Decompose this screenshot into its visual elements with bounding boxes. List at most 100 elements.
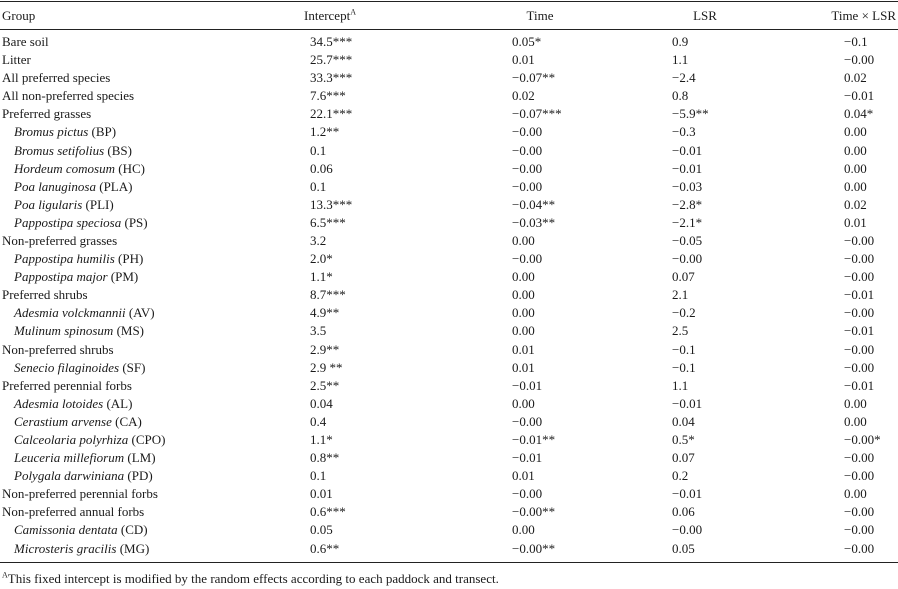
species-code: (HC)	[114, 160, 145, 176]
species-name-cell: Poa ligularis (PLI)	[0, 196, 300, 214]
time-x-lsr-cell: 0.00	[844, 124, 867, 140]
group-name-cell: Litter	[0, 51, 300, 69]
intercept-cell: 0.6***	[310, 504, 346, 520]
lsr-cell: 0.06	[672, 504, 695, 520]
intercept-cell: 3.2	[310, 232, 327, 248]
lsr-cell: 0.07	[672, 269, 695, 285]
intercept-cell: 3.5	[310, 323, 327, 339]
header-time: Time	[450, 1, 630, 30]
intercept-cell: 25.7***	[310, 52, 353, 68]
time-cell: −0.00**	[512, 540, 556, 556]
time-cell: −0.00	[512, 486, 543, 502]
intercept-cell: 13.3***	[310, 196, 353, 212]
species-name-cell: Pappostipa speciosa (PS)	[0, 214, 300, 232]
group-name-cell: Preferred grasses	[0, 105, 300, 123]
time-x-lsr-cell: 0.01	[844, 214, 867, 230]
footnote-marker-sup: A	[350, 7, 356, 17]
table-row: Litter 25.7*** 0.01 1.1 −0.00	[0, 51, 898, 69]
group-name: Non-preferred grasses	[2, 232, 118, 248]
species-code: (BS)	[104, 142, 132, 158]
species-code: (PLI)	[82, 196, 114, 212]
time-x-lsr-cell: 0.02	[844, 196, 867, 212]
species-name: Senecio filaginoides	[14, 359, 120, 375]
time-x-lsr-cell: −0.00	[844, 359, 875, 375]
table-row: Leuceria millefiorum (LM) 0.8** −0.01 0.07 −…	[0, 449, 898, 467]
intercept-cell: 33.3***	[310, 70, 353, 86]
table-row: Polygala darwiniana (PD) 0.1 0.01 0.2 −0.00	[0, 467, 898, 485]
time-x-lsr-cell: 0.04*	[844, 106, 874, 122]
group-name: Preferred grasses	[2, 106, 92, 122]
species-code: (PH)	[114, 251, 144, 267]
species-name-cell: Adesmia volckmannii (AV)	[0, 304, 300, 322]
time-x-lsr-cell: −0.00	[844, 450, 875, 466]
header-lsr: LSR	[630, 1, 780, 30]
table-row: Cerastium arvense (CA) 0.4 −0.00 0.04 0.00	[0, 413, 898, 431]
time-cell: 0.05*	[512, 34, 542, 49]
species-name: Hordeum comosum	[14, 160, 115, 176]
species-name: Pappostipa speciosa	[14, 214, 122, 230]
species-name-cell: Hordeum comosum (HC)	[0, 160, 300, 178]
table-row: Non-preferred annual forbs 0.6*** −0.00** 0…	[0, 503, 898, 521]
lsr-cell: −2.4	[672, 70, 696, 86]
time-x-lsr-cell: −0.01	[844, 377, 875, 393]
species-name-cell: Poa lanuginosa (PLA)	[0, 178, 300, 196]
time-cell: −0.00	[512, 124, 543, 140]
species-code: (BP)	[88, 124, 117, 140]
time-x-lsr-cell: −0.00	[844, 232, 875, 248]
lsr-cell: 2.1	[672, 287, 689, 303]
table-body: Bare soil 34.5*** 0.05* 0.9 −0.1 Litter 25.7**…	[0, 30, 898, 563]
lsr-cell: −0.01	[672, 486, 703, 502]
table-row: Bromus pictus (BP) 1.2** −0.00 −0.3 0.00	[0, 123, 898, 141]
group-name: Non-preferred perennial forbs	[2, 486, 158, 502]
lsr-cell: −0.01	[672, 142, 703, 158]
lsr-cell: 0.5*	[672, 432, 695, 448]
lsr-cell: −0.1	[672, 359, 696, 375]
species-name: Polygala darwiniana	[14, 468, 125, 484]
group-name: Non-preferred annual forbs	[2, 504, 145, 520]
lsr-cell: 0.8	[672, 88, 689, 104]
group-name: All preferred species	[2, 70, 111, 86]
time-x-lsr-cell: −0.00	[844, 522, 875, 538]
species-name-cell: Leuceria millefiorum (LM)	[0, 449, 300, 467]
species-code: (AL)	[103, 395, 133, 411]
group-name: Bare soil	[2, 34, 49, 49]
intercept-cell: 0.1	[310, 178, 327, 194]
table-row: Microsteris gracilis (MG) 0.6** −0.00** 0.0…	[0, 540, 898, 563]
lsr-cell: −0.3	[672, 124, 696, 140]
species-name-cell: Camissonia dentata (CD)	[0, 521, 300, 539]
time-x-lsr-cell: 0.02	[844, 70, 867, 86]
time-cell: 0.00	[512, 269, 535, 285]
time-cell: −0.00	[512, 413, 543, 429]
species-code: (PD)	[124, 468, 153, 484]
table-row: Camissonia dentata (CD) 0.05 0.00 −0.00 −0.0…	[0, 521, 898, 539]
time-cell: −0.00	[512, 160, 543, 176]
group-name-cell: All preferred species	[0, 69, 300, 87]
species-name: Bromus setifolius	[14, 142, 105, 158]
table-row: Non-preferred perennial forbs 0.01 −0.00 −0…	[0, 485, 898, 503]
time-cell: 0.00	[512, 305, 535, 321]
species-name: Poa ligularis	[14, 196, 83, 212]
time-x-lsr-cell: −0.01	[844, 88, 875, 104]
lsr-cell: 0.05	[672, 540, 695, 556]
species-code: (CD)	[117, 522, 148, 538]
lsr-cell: 0.04	[672, 413, 695, 429]
header-intercept: InterceptA	[300, 1, 450, 30]
species-name: Pappostipa humilis	[14, 251, 115, 267]
lsr-cell: −0.05	[672, 232, 703, 248]
header-group: Group	[0, 1, 300, 30]
lsr-cell: −0.03	[672, 178, 703, 194]
species-code: (CPO)	[128, 432, 166, 448]
species-name: Cerastium arvense	[14, 413, 112, 429]
lsr-cell: 1.1	[672, 52, 689, 68]
lsr-cell: −0.00	[672, 251, 703, 267]
time-x-lsr-cell: −0.00	[844, 341, 875, 357]
table-row: Pappostipa speciosa (PS) 6.5*** −0.03** −2.…	[0, 214, 898, 232]
table-row: Preferred grasses 22.1*** −0.07*** −5.9** 0.…	[0, 105, 898, 123]
group-name-cell: All non-preferred species	[0, 87, 300, 105]
intercept-cell: 7.6***	[310, 88, 346, 104]
intercept-cell: 0.4	[310, 413, 327, 429]
intercept-cell: 6.5***	[310, 214, 346, 230]
time-cell: −0.01	[512, 377, 543, 393]
species-name: Pappostipa major	[14, 269, 108, 285]
group-name-cell: Non-preferred grasses	[0, 232, 300, 250]
